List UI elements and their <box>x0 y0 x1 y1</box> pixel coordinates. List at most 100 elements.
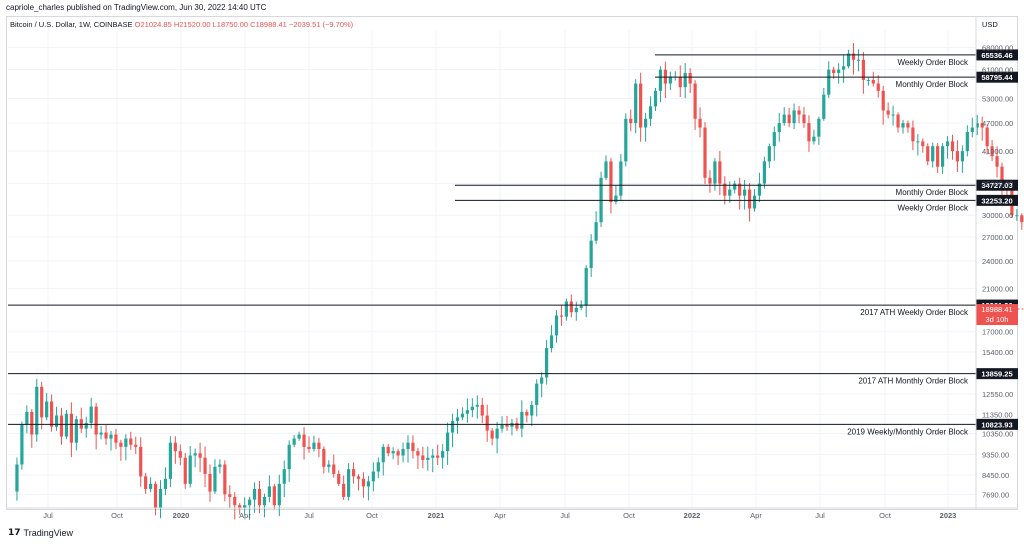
x-tick-label: 2022 <box>684 511 701 520</box>
candle-body <box>297 434 301 439</box>
candle-body <box>257 488 262 506</box>
candle-body <box>307 446 311 449</box>
candle-body <box>871 79 875 84</box>
candle-body <box>723 183 727 196</box>
price-tag-label: 13859.25 <box>981 370 1012 379</box>
candle-body <box>411 442 415 452</box>
publisher-caption: capriole_charles published on TradingVie… <box>6 3 267 12</box>
candle-body <box>787 114 791 124</box>
candle-body <box>421 455 425 460</box>
candle-body <box>668 76 672 84</box>
candle-body <box>792 110 796 124</box>
order-block-label: 2017 ATH Weekly Order Block <box>860 308 969 317</box>
y-tick-label: 53000.00 <box>982 94 1013 103</box>
candle-body <box>955 151 960 162</box>
candle-body <box>713 161 717 184</box>
candle-body <box>198 453 202 458</box>
candle-body <box>20 424 24 465</box>
candle-body <box>173 442 177 452</box>
candle-body <box>856 59 861 61</box>
candle-body <box>554 315 559 336</box>
candle-body <box>351 469 356 477</box>
candle-body <box>698 118 702 128</box>
candle-body <box>495 428 499 439</box>
candle-body <box>208 473 212 492</box>
candle-body <box>475 404 479 407</box>
candle-body <box>119 442 123 447</box>
candle-body <box>718 161 722 184</box>
candle-body <box>490 430 494 439</box>
candle-body <box>688 73 692 84</box>
candle-body <box>500 424 504 429</box>
candle-body <box>287 444 291 470</box>
x-tick-label: Jul <box>560 511 570 520</box>
y-tick-label: 61000.00 <box>982 66 1013 75</box>
candle-body <box>233 496 237 506</box>
candle-body <box>644 118 648 128</box>
price-tag-label: 65536.46 <box>981 51 1012 60</box>
candle-body <box>426 457 430 460</box>
x-tick-label: Oct <box>366 511 379 520</box>
candle-body <box>69 413 73 443</box>
candle-body <box>777 123 781 133</box>
candle-body <box>827 69 831 95</box>
candle-body <box>574 307 578 313</box>
candle-body <box>252 488 257 500</box>
candle-body <box>861 59 865 80</box>
x-tick-label: Apr <box>750 511 762 520</box>
x-tick-label: Oct <box>111 511 124 520</box>
y-tick-label: 68000.00 <box>982 43 1013 52</box>
candle-body <box>243 505 247 508</box>
price-tag <box>976 368 1018 380</box>
candle-body <box>332 464 336 474</box>
candle-body <box>767 146 771 162</box>
tradingview-logo-icon: 17 <box>8 528 21 538</box>
y-tick-label: 12550.00 <box>982 390 1013 399</box>
candle-body <box>757 183 762 196</box>
candle-body <box>653 90 658 107</box>
price-tag <box>976 418 1018 430</box>
candle-body <box>931 146 935 162</box>
candle-body <box>658 69 663 91</box>
candle-body <box>144 476 148 489</box>
x-tick-label: 2023 <box>940 511 957 520</box>
candle-body <box>842 66 846 70</box>
candle-body <box>272 486 276 506</box>
candle-body <box>525 411 529 416</box>
candle-body <box>545 348 549 378</box>
candle-body <box>985 127 989 147</box>
candle-body <box>54 415 59 427</box>
candle-body <box>386 446 390 454</box>
candle-body <box>584 267 588 306</box>
candle-body <box>505 424 509 427</box>
candle-body <box>441 451 445 458</box>
candle-body <box>975 123 979 128</box>
candle-body <box>15 464 19 492</box>
candle-body <box>267 486 271 497</box>
price-tag <box>976 71 1018 83</box>
x-tick-label: Jul <box>43 511 53 520</box>
price-tag-label: 58795.44 <box>981 73 1013 82</box>
tradingview-logo[interactable]: 17 TradingView <box>8 528 73 538</box>
candle-body <box>564 301 568 317</box>
candle-body <box>990 146 994 157</box>
candle-body <box>901 123 905 128</box>
candle-body <box>178 451 182 458</box>
candle-body <box>980 123 984 128</box>
candle-body <box>356 476 361 479</box>
candle-body <box>262 496 267 506</box>
candle-body <box>629 118 633 124</box>
candle-body <box>886 110 890 115</box>
candle-body <box>876 83 880 91</box>
candle-body <box>218 464 222 467</box>
candle-body <box>104 432 108 439</box>
candle-body <box>762 161 766 184</box>
candle-body <box>921 141 925 147</box>
candle-body <box>733 183 737 190</box>
order-block-label: Monthly Order Block <box>896 188 969 197</box>
candle-body <box>30 411 34 435</box>
candle-body <box>1020 215 1024 223</box>
y-tick-label: 30000.00 <box>982 211 1013 220</box>
candle-body <box>114 434 118 443</box>
